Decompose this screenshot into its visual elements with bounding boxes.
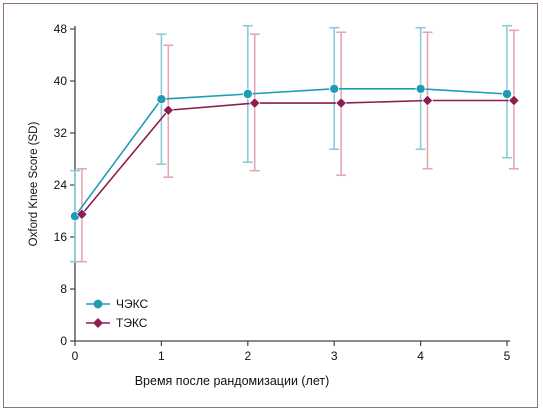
x-axis-title: Время после рандомизации (лет) [135,374,330,388]
legend-marker-1 [93,299,103,309]
legend-label-1: ЧЭКС [116,297,148,311]
y-tick-label-16: 16 [54,230,68,244]
series-2-point-3 [335,97,347,109]
series-2-line [81,99,514,215]
y-tick-label-8: 8 [60,282,67,296]
y-tick-label-40: 40 [54,74,68,88]
y-tick-label-0: 0 [60,334,67,348]
legend-item-2: ТЭКС [86,316,148,330]
x-tick-label-4: 4 [417,349,424,363]
series-1-line [74,88,508,217]
legend-marker-2 [93,318,103,328]
x-tick-label-5: 5 [504,349,511,363]
x-tick-label-2: 2 [244,349,251,363]
y-axis-title: Oxford Knee Score (SD) [28,122,40,247]
series-2-point-4 [421,94,434,107]
series-2-point-1 [162,104,174,116]
y-tick-label-48: 48 [54,22,68,36]
error-bars [70,24,519,263]
axes: 0 8 16 24 32 40 48 0 1 2 3 4 5 [54,22,511,363]
legend-label-2: ТЭКС [116,316,148,330]
y-tick-label-32: 32 [54,126,68,140]
series-1-point-1 [156,94,167,105]
series-2-point-5 [508,94,520,107]
series-1-point-4 [415,83,426,94]
x-tick-label-1: 1 [158,349,165,363]
y-tick-label-24: 24 [54,178,68,192]
x-tick-label-0: 0 [72,349,79,363]
series-1-point-5 [501,89,512,100]
series-markers [70,83,520,222]
series-2-point-2 [249,97,261,109]
series-1-point-3 [329,83,340,94]
series-1-point-2 [242,89,253,100]
series-2-point-0 [76,208,88,220]
x-tick-label-3: 3 [331,349,338,363]
legend-item-1: ЧЭКС [86,297,148,311]
legend: ЧЭКС ТЭКС [86,297,148,330]
series-lines [74,88,514,217]
